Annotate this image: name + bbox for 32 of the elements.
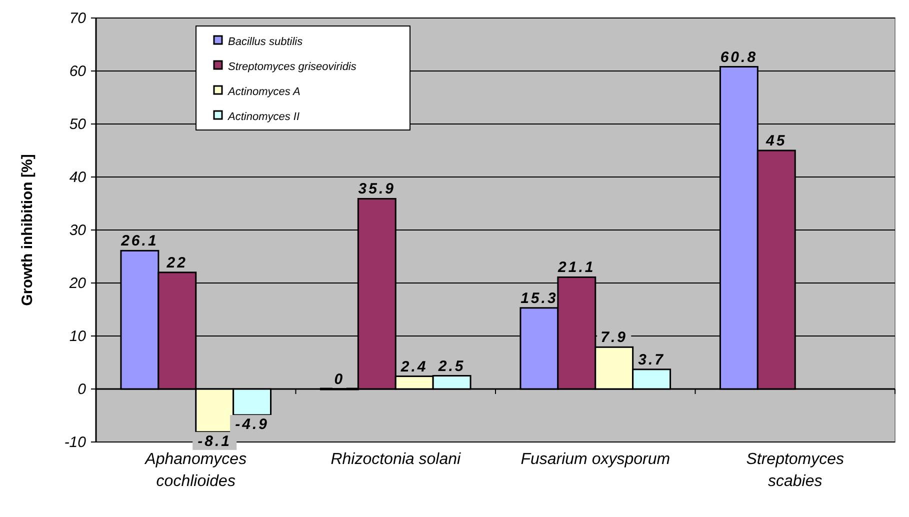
data-label: 2.5 [437, 358, 466, 375]
legend-label: Streptomyces griseoviridis [228, 61, 357, 73]
data-label: 7.9 [600, 329, 628, 346]
y-tick-label: 30 [69, 222, 87, 239]
data-label: 22 [166, 254, 188, 272]
legend-label: Actinomyces II [227, 111, 300, 123]
data-label: 3.7 [638, 351, 665, 368]
data-label: -4.9 [235, 416, 269, 433]
y-tick-label: 60 [69, 63, 87, 80]
data-label: 45 [765, 132, 787, 150]
data-label: 26.1 [120, 232, 158, 250]
x-tick-label: Fusarium oxysporum [520, 451, 670, 468]
data-label: 60.8 [720, 48, 758, 66]
data-label: 0 [334, 371, 345, 388]
y-tick-label: 20 [68, 275, 87, 292]
x-tick-label: Aphanomyces cochlioides [144, 451, 247, 490]
x-tick-label: Rhizoctonia solani [330, 451, 461, 468]
data-label: 35.9 [358, 180, 396, 198]
legend-label: Actinomyces A [227, 86, 300, 98]
data-label: 2.4 [400, 358, 428, 376]
y-tick-label: 10 [69, 328, 87, 345]
y-tick-label: -10 [64, 434, 87, 451]
y-axis-title: Growth inhibition [%] [19, 154, 36, 306]
x-tick-label: Streptomyces scabies [746, 451, 844, 490]
y-tick-label: 40 [69, 169, 87, 186]
data-label: 21.1 [557, 259, 596, 276]
y-tick-label: 0 [78, 381, 87, 398]
data-label: -8.1 [198, 432, 232, 450]
y-tick-label: 50 [69, 116, 87, 133]
y-tick-label: 70 [69, 10, 87, 27]
data-label: 15.3 [520, 290, 558, 307]
legend-label: Bacillus subtilis [228, 36, 304, 48]
